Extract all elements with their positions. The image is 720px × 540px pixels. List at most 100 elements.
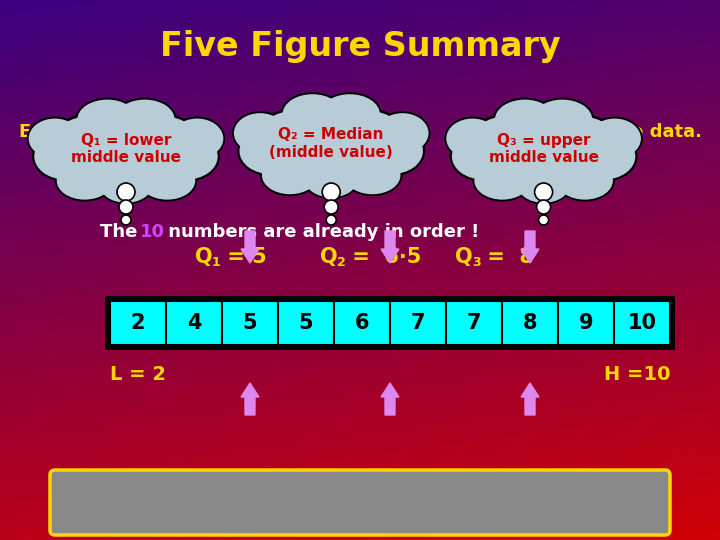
Circle shape xyxy=(534,183,553,201)
Ellipse shape xyxy=(516,165,572,205)
Text: Q₁ = lower
middle value: Q₁ = lower middle value xyxy=(71,133,181,165)
Text: Q₃ = upper
middle value: Q₃ = upper middle value xyxy=(489,133,598,165)
Ellipse shape xyxy=(169,117,225,160)
FancyBboxPatch shape xyxy=(558,301,614,345)
Ellipse shape xyxy=(55,160,115,201)
Ellipse shape xyxy=(262,157,318,194)
Text: 2: 2 xyxy=(131,313,145,333)
Ellipse shape xyxy=(35,133,98,180)
Text: Q: Q xyxy=(455,247,472,267)
Text: Five Figure Summary: Five Figure Summary xyxy=(160,30,560,63)
Ellipse shape xyxy=(474,161,531,200)
Ellipse shape xyxy=(357,126,425,177)
Text: 3: 3 xyxy=(472,255,481,268)
Text: =  6·5: = 6·5 xyxy=(345,247,421,267)
Text: 10: 10 xyxy=(140,223,165,241)
Ellipse shape xyxy=(50,114,127,172)
FancyBboxPatch shape xyxy=(446,301,502,345)
Circle shape xyxy=(117,183,135,201)
Ellipse shape xyxy=(376,113,428,153)
Circle shape xyxy=(324,200,338,214)
Ellipse shape xyxy=(570,131,637,182)
Ellipse shape xyxy=(260,154,320,196)
Ellipse shape xyxy=(232,111,288,155)
Ellipse shape xyxy=(152,131,220,182)
Ellipse shape xyxy=(154,133,217,180)
Ellipse shape xyxy=(282,94,343,134)
FancyBboxPatch shape xyxy=(222,301,278,345)
FancyBboxPatch shape xyxy=(334,301,390,345)
Ellipse shape xyxy=(234,113,287,153)
Ellipse shape xyxy=(572,133,635,180)
Ellipse shape xyxy=(374,111,431,155)
Text: Q: Q xyxy=(320,247,338,267)
Ellipse shape xyxy=(256,109,332,166)
Text: 7: 7 xyxy=(467,313,481,333)
Circle shape xyxy=(539,215,549,225)
Ellipse shape xyxy=(472,160,533,201)
Ellipse shape xyxy=(32,131,100,182)
FancyBboxPatch shape xyxy=(390,301,446,345)
Text: 4: 4 xyxy=(186,313,202,333)
Ellipse shape xyxy=(546,117,616,169)
Ellipse shape xyxy=(305,161,357,198)
Text: 2: 2 xyxy=(337,255,346,268)
Ellipse shape xyxy=(320,94,380,134)
Ellipse shape xyxy=(554,160,615,201)
FancyBboxPatch shape xyxy=(50,470,670,535)
Ellipse shape xyxy=(330,109,407,166)
Ellipse shape xyxy=(137,160,197,201)
Text: Ex: Ex xyxy=(18,123,42,141)
Ellipse shape xyxy=(557,161,613,200)
Text: 1: 1 xyxy=(212,255,221,268)
Ellipse shape xyxy=(468,114,544,172)
Ellipse shape xyxy=(495,99,555,140)
Ellipse shape xyxy=(273,110,390,181)
Ellipse shape xyxy=(100,167,152,203)
Ellipse shape xyxy=(588,119,641,159)
Ellipse shape xyxy=(444,117,500,160)
Ellipse shape xyxy=(342,154,402,196)
FancyBboxPatch shape xyxy=(110,301,166,345)
Ellipse shape xyxy=(530,98,595,141)
Ellipse shape xyxy=(471,117,541,169)
Text: The: The xyxy=(100,223,143,241)
Ellipse shape xyxy=(450,131,518,182)
Text: Q₂ = Median
(middle value): Q₂ = Median (middle value) xyxy=(269,127,393,160)
Text: =  8: = 8 xyxy=(480,247,534,267)
Ellipse shape xyxy=(75,98,140,141)
Text: mary for the data.: mary for the data. xyxy=(517,123,702,141)
Ellipse shape xyxy=(280,92,345,136)
Ellipse shape xyxy=(238,126,305,177)
Text: L = 2: L = 2 xyxy=(110,365,166,384)
Ellipse shape xyxy=(485,116,602,187)
Text: numbers are already in order !: numbers are already in order ! xyxy=(162,223,480,241)
Ellipse shape xyxy=(269,106,393,185)
Polygon shape xyxy=(521,231,539,263)
Ellipse shape xyxy=(359,128,423,174)
Ellipse shape xyxy=(114,99,175,140)
FancyBboxPatch shape xyxy=(105,296,675,350)
Circle shape xyxy=(326,215,336,225)
Text: Q: Q xyxy=(195,247,212,267)
Circle shape xyxy=(536,200,551,214)
Circle shape xyxy=(121,215,131,225)
Ellipse shape xyxy=(125,114,202,172)
Ellipse shape xyxy=(64,112,188,191)
Circle shape xyxy=(323,183,340,201)
Ellipse shape xyxy=(77,99,138,140)
Ellipse shape xyxy=(171,119,223,159)
Ellipse shape xyxy=(139,161,195,200)
Text: 10: 10 xyxy=(628,313,657,333)
Ellipse shape xyxy=(318,92,382,136)
Text: 6: 6 xyxy=(355,313,369,333)
Ellipse shape xyxy=(258,111,329,164)
Ellipse shape xyxy=(240,128,303,174)
Ellipse shape xyxy=(543,114,619,172)
Text: = 5: = 5 xyxy=(220,247,266,267)
Polygon shape xyxy=(241,383,259,415)
Ellipse shape xyxy=(112,98,177,141)
Text: 8: 8 xyxy=(523,313,537,333)
FancyBboxPatch shape xyxy=(614,301,670,345)
Ellipse shape xyxy=(29,119,81,159)
